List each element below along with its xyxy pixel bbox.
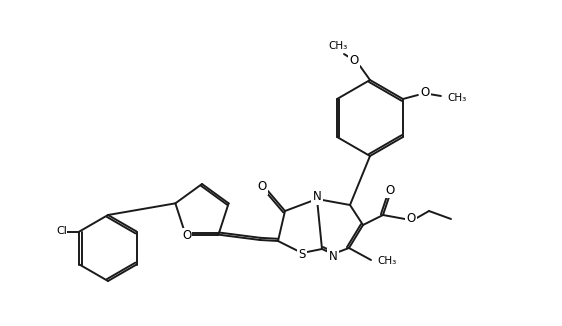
Text: S: S [298,247,306,260]
Text: Cl: Cl [56,227,67,236]
Text: O: O [257,181,266,194]
Text: O: O [406,213,416,226]
Text: O: O [386,184,395,197]
Text: O: O [420,86,429,99]
Text: CH₃: CH₃ [328,41,348,51]
Text: O: O [350,54,359,67]
Text: CH₃: CH₃ [447,93,466,103]
Text: N: N [312,190,321,203]
Text: O: O [182,229,191,242]
Text: N: N [329,249,337,262]
Text: CH₃: CH₃ [377,256,396,266]
